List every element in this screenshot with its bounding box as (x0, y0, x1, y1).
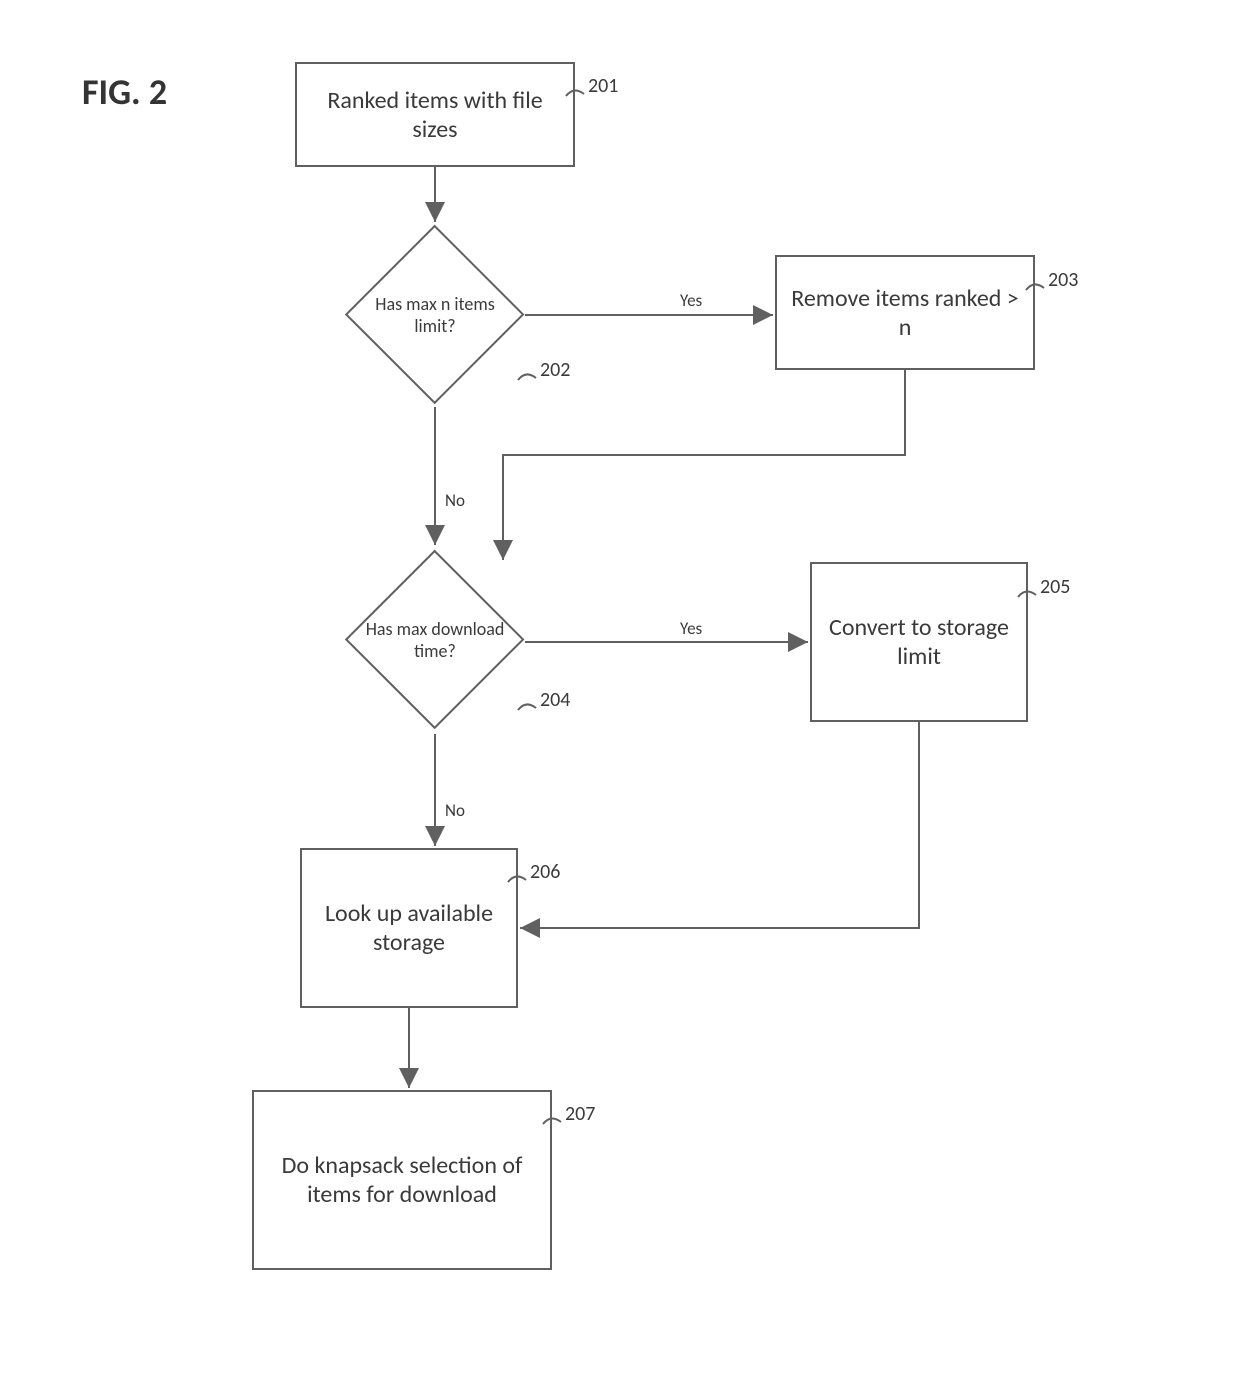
node-label: Ranked items with file sizes (305, 86, 565, 144)
callout-ref-202: 202 (540, 358, 570, 382)
flowchart-node-206: Look up available storage (300, 848, 518, 1008)
flowchart-node-205: Convert to storage limit (810, 562, 1028, 722)
node-label: Look up available storage (310, 899, 508, 957)
node-label: Convert to storage limit (820, 613, 1018, 671)
callout-ref-205: 205 (1040, 575, 1070, 599)
edge-label: No (445, 490, 465, 511)
node-label: Has max n items limit? (365, 293, 505, 337)
callout-ref-206: 206 (530, 860, 560, 884)
flowchart-node-201: Ranked items with file sizes (295, 62, 575, 167)
edge-label: Yes (680, 290, 702, 311)
edge-label: Yes (680, 618, 702, 639)
flowchart-edges-layer (0, 0, 1240, 1376)
callout-ref-207: 207 (565, 1102, 595, 1126)
callout-ref-201: 201 (588, 74, 618, 98)
figure-title: FIG. 2 (82, 70, 167, 114)
flowchart-node-203: Remove items ranked > n (775, 255, 1035, 370)
node-label: Remove items ranked > n (785, 284, 1025, 342)
node-label: Do knapsack selection of items for downl… (262, 1151, 542, 1209)
flowchart-node-204: Has max download time? (345, 550, 525, 730)
callout-ref-204: 204 (540, 688, 570, 712)
flowchart-edge (503, 370, 905, 560)
edge-label: No (445, 800, 465, 821)
flowchart-node-207: Do knapsack selection of items for downl… (252, 1090, 552, 1270)
node-label: Has max download time? (365, 618, 505, 662)
flowchart-node-202: Has max n items limit? (345, 225, 525, 405)
callout-ref-203: 203 (1048, 268, 1078, 292)
flowchart-edge (520, 722, 919, 928)
